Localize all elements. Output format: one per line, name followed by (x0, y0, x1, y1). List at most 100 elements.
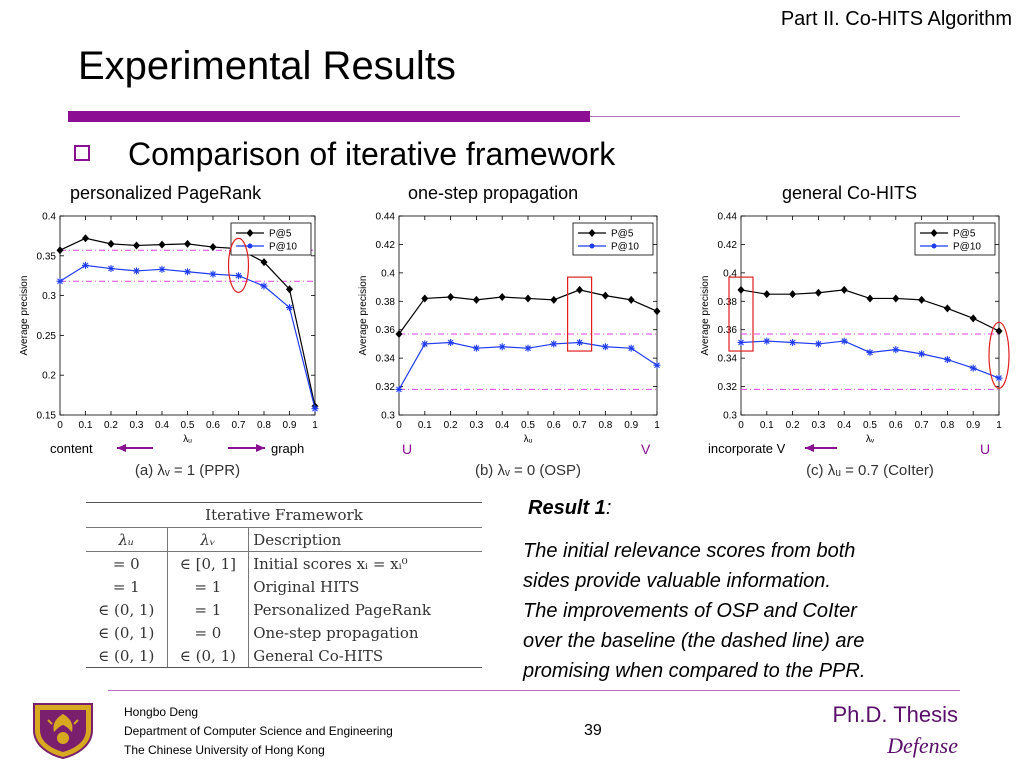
x-axis-label: λᵥ (866, 434, 875, 445)
y-tick-label: 0.44 (376, 212, 396, 223)
legend-label: P@10 (611, 242, 639, 253)
x-tick-label: 0.4 (837, 420, 851, 431)
table-row: ∈ (0, 1) = 0 One-step propagation (86, 621, 482, 644)
table-row: ∈ (0, 1) = 1 Personalized PageRank (86, 598, 482, 621)
point-p5 (184, 239, 191, 248)
arrow-left-head (805, 444, 814, 452)
point-p10-stroke (421, 341, 428, 347)
x-tick-label: 0.7 (232, 420, 246, 431)
point-p10-stroke (396, 386, 402, 393)
table-header-lambda-v: λᵥ (167, 527, 250, 552)
point-p10 (840, 337, 848, 345)
table-cell: = 1 (167, 575, 250, 598)
y-tick-label: 0.36 (718, 325, 738, 336)
legend-marker (247, 243, 253, 249)
result-body: The initial relevance scores from both s… (523, 536, 973, 686)
point-p10-stroke (841, 338, 848, 344)
arrow-right-head (256, 444, 265, 452)
point-p10-stroke (312, 405, 318, 412)
point-p5 (737, 285, 745, 294)
x-axis-label: λᵤ (524, 434, 533, 445)
chart-ppr: 0.15 0.2 0.25 0.3 0.35 0.4 0 0.1 0.2 0.3 0.4 0.5 0.6… (19, 212, 319, 479)
x-tick-label: 0.9 (283, 420, 297, 431)
university-crest-logo (33, 703, 93, 760)
point-p10-stroke (473, 345, 480, 352)
point-p10 (763, 337, 771, 345)
legend-label: P@10 (269, 242, 297, 253)
x-tick-label: 0.4 (155, 420, 169, 431)
point-p10-stroke (286, 304, 293, 311)
point-p5 (286, 285, 293, 294)
y-tick-label: 0.3 (42, 291, 56, 302)
point-p5 (627, 295, 635, 304)
chart-a-caption: personalized PageRank (70, 183, 262, 203)
result-line: The improvements of OSP and CoIter (523, 600, 857, 622)
point-p5 (763, 290, 771, 299)
legend-marker (589, 243, 595, 249)
x-tick-label: 0.1 (79, 420, 93, 431)
point-p5 (601, 291, 609, 300)
point-p10 (814, 340, 822, 348)
point-p10-stroke (235, 272, 242, 279)
point-p10 (311, 405, 319, 413)
point-p5 (576, 285, 584, 294)
point-p10-stroke (654, 362, 660, 369)
result-line: over the baseline (the dashed line) are (523, 630, 865, 652)
highlight-ellipse (988, 321, 1010, 389)
point-p5 (653, 307, 661, 316)
footer-department: Department of Computer Science and Engin… (124, 724, 393, 738)
footer-rule (108, 690, 960, 691)
y-tick-label: 0.38 (718, 297, 738, 308)
section-label: Part II. Co-HITS Algorithm (780, 8, 1012, 30)
title-underline-line (590, 116, 960, 117)
defense-label: Defense (887, 733, 958, 758)
result-line: The initial relevance scores from both (523, 540, 856, 562)
x-tick-label: 0.3 (130, 420, 144, 431)
y-axis-label: Average precision (358, 276, 369, 356)
point-p10 (576, 339, 584, 347)
legend-label: P@5 (269, 229, 292, 240)
y-tick-label: 0.3 (381, 411, 395, 422)
point-p5 (56, 246, 64, 255)
y-tick-label: 0.38 (376, 297, 396, 308)
point-p5 (789, 290, 797, 299)
point-p5 (498, 293, 506, 302)
point-p5 (472, 295, 480, 304)
arrow-right (228, 444, 265, 452)
legend-box (914, 222, 996, 256)
thesis-label: Ph.D. Thesis (832, 702, 958, 727)
x-tick-label: 0 (738, 420, 744, 431)
table-cell: = 1 (167, 598, 250, 621)
point-p10 (184, 268, 191, 276)
result-title-colon: : (605, 497, 612, 519)
point-p10 (395, 385, 403, 393)
table-cell: ∈ (0, 1) (86, 644, 168, 668)
point-p10 (56, 277, 64, 285)
point-p10-stroke (210, 271, 216, 277)
point-p10-stroke (763, 338, 770, 344)
table-cell: Personalized PageRank (253, 600, 431, 619)
point-p10-stroke (892, 346, 899, 353)
point-p5 (840, 285, 848, 294)
point-p5 (866, 294, 874, 303)
point-p10-stroke (108, 265, 114, 272)
x-tick-label: 0.6 (206, 420, 220, 431)
y-tick-label: 0.32 (376, 382, 396, 393)
point-p10-stroke (499, 343, 506, 350)
point-p10 (107, 265, 115, 273)
subcaption: (a) λᵥ = 1 (PPR) (135, 462, 240, 479)
y-tick-label: 0.4 (723, 268, 737, 279)
chart-osp: 0.3 0.32 0.34 0.36 0.38 0.4 0.42 0.44 0 0.1 0.2 0.3… (358, 212, 661, 479)
chart-coiter: 0.3 0.32 0.34 0.36 0.38 0.4 0.42 0.44 0 0.1 0.2 0.3… (700, 212, 1010, 479)
chart-b-caption: one-step propagation (408, 183, 579, 203)
y-axis-label: Average precision (700, 276, 711, 356)
y-tick-label: 0.34 (718, 354, 738, 365)
point-p10-stroke (996, 375, 1002, 381)
point-p5 (892, 294, 900, 303)
table-row: ∈ (0, 1) ∈ (0, 1) General Co-HITS (86, 644, 482, 668)
point-p5 (550, 295, 558, 304)
point-p10-stroke (576, 339, 583, 346)
point-p10 (82, 261, 89, 269)
annotation-left: U (402, 441, 412, 457)
point-p10 (447, 339, 455, 347)
